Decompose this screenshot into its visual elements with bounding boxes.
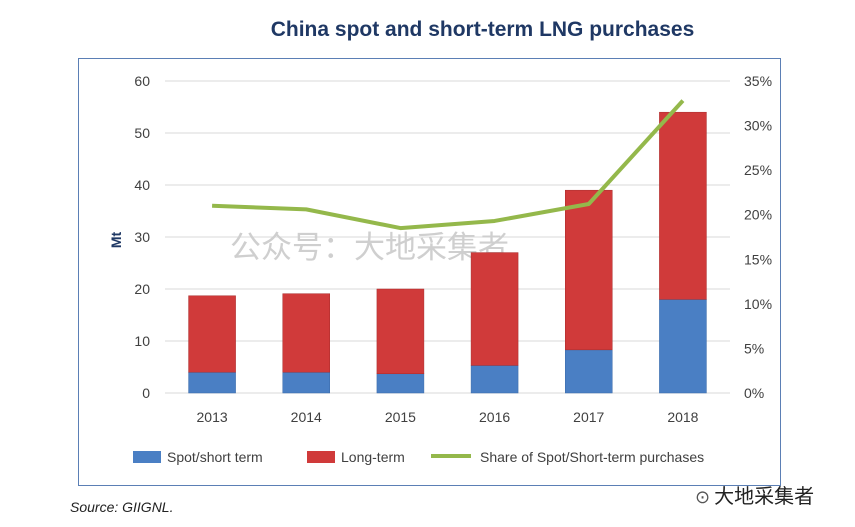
y-tick-label-40: 40 (134, 177, 150, 193)
y2-tick-label-6: 30% (744, 118, 772, 134)
bar-long-term-2018 (659, 111, 707, 300)
legend-swatch-long-term (307, 451, 335, 463)
bar-spot-2018 (659, 299, 707, 394)
y2-tick-label-2: 10% (744, 296, 772, 312)
bar-long-term-2015 (376, 288, 425, 375)
bar-long-term-2016 (470, 252, 519, 366)
y2-tick-label-5: 25% (744, 162, 772, 178)
y-tick-label-10: 10 (134, 333, 150, 349)
legend-swatch-spot (133, 451, 161, 463)
x-tick-label-2013: 2013 (197, 409, 228, 425)
share-line (212, 99, 685, 231)
chart-title: China spot and short-term LNG purchases (270, 18, 695, 41)
x-tick-label-2015: 2015 (385, 409, 416, 425)
chart-frame (78, 58, 781, 486)
y2-tick-label-3: 15% (744, 251, 772, 267)
legend-label-long-term: Long-term (341, 449, 405, 465)
y-tick-label-60: 60 (134, 73, 150, 89)
legend-label-share: Share of Spot/Short-term purchases (480, 449, 704, 465)
bar-spot-2013 (188, 371, 236, 394)
bar-spot-2017 (565, 349, 613, 394)
bar-long-term-2014 (282, 293, 330, 373)
bar-long-term-2013 (188, 295, 236, 373)
watermark-text: 公众号：大地采集者 (230, 230, 509, 266)
source-note: Source: GIIGNL. (70, 499, 174, 515)
bar-spot-2014 (282, 371, 330, 394)
x-tick-label-2014: 2014 (291, 409, 322, 425)
y-axis-label: Mt (108, 232, 124, 249)
x-tick-label-2018: 2018 (667, 409, 698, 425)
y-tick-label-30: 30 (134, 229, 150, 245)
x-tick-label-2017: 2017 (573, 409, 604, 425)
y2-tick-label-7: 35% (744, 73, 772, 89)
legend-label-spot: Spot/short term (167, 449, 263, 465)
bar-spot-2015 (376, 373, 425, 394)
y2-tick-label-1: 5% (744, 340, 764, 356)
bar-spot-2016 (470, 365, 519, 394)
bar-long-term-2017 (565, 189, 613, 351)
legend: Spot/short term Long-term Share of Spot/… (133, 449, 704, 465)
y2-tick-label-0: 0% (744, 385, 764, 401)
wechat-icon: ⊙ (695, 487, 711, 508)
y2-tick-label-4: 20% (744, 207, 772, 223)
y-tick-label-0: 0 (142, 385, 150, 401)
y-tick-label-50: 50 (134, 125, 150, 141)
brand-mark: ⊙ 大地采集者 (695, 480, 814, 509)
x-tick-label-2016: 2016 (479, 409, 510, 425)
y-tick-label-20: 20 (134, 281, 150, 297)
brand-text: 大地采集者 (714, 484, 815, 508)
